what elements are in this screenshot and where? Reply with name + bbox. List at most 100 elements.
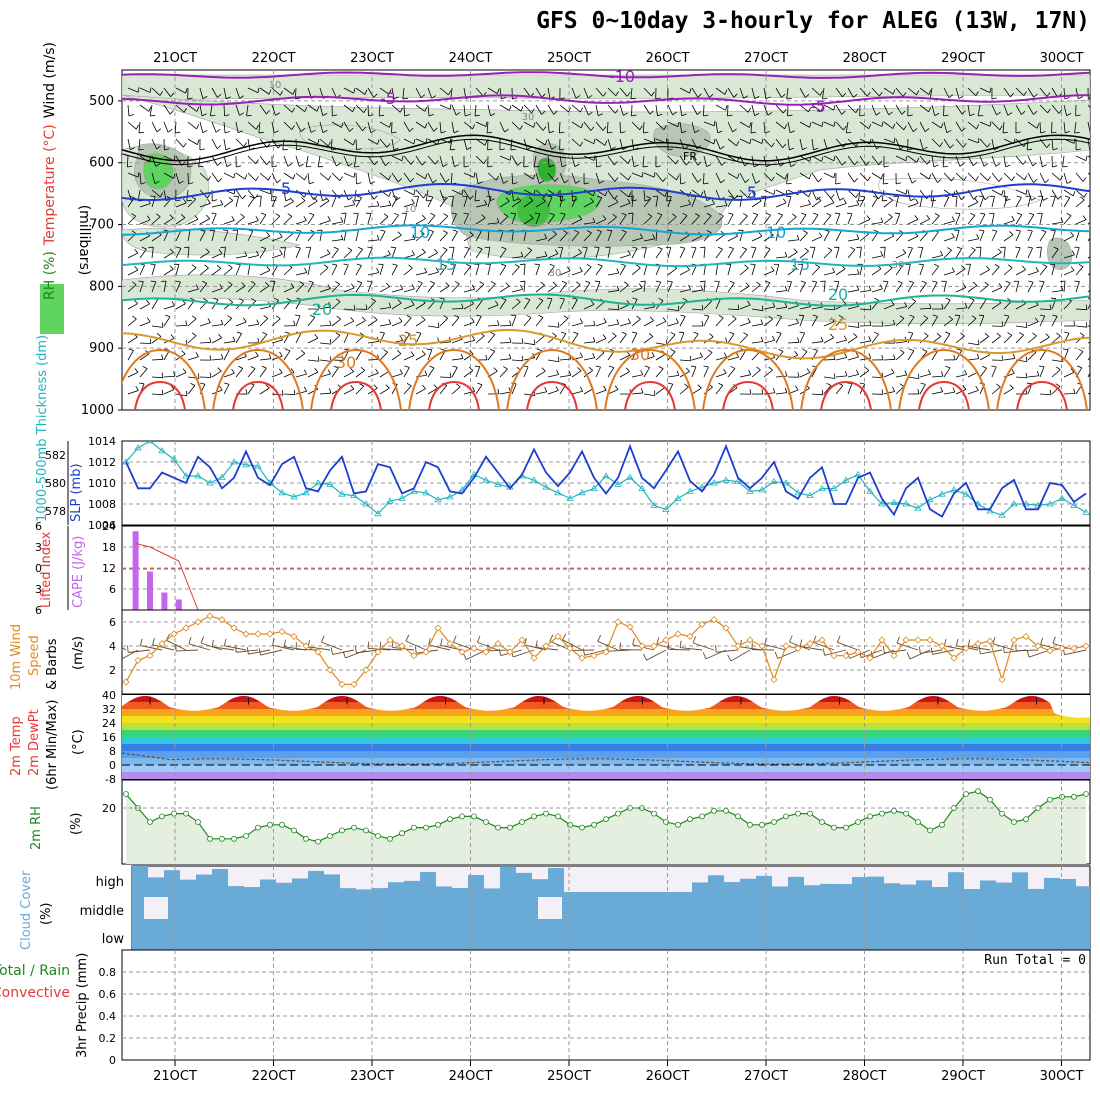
- temp-label-2: 2m DewPt: [27, 709, 42, 776]
- bottom-date-label: 30OCT: [1040, 1069, 1084, 1084]
- thickness-label: 1000-500mb Thickness (dm): [35, 335, 50, 522]
- cloud-high-block: [148, 877, 164, 893]
- pressure-tick-label: 1000: [81, 403, 114, 418]
- rh2m-point: [592, 822, 597, 827]
- cloud-high-block: [740, 879, 756, 893]
- temp-band: [122, 751, 1090, 758]
- rh2m-point: [1072, 794, 1077, 799]
- rh2m-point: [988, 797, 993, 802]
- upper-wind-barb-flag: [979, 196, 984, 197]
- rh2m-point: [580, 825, 585, 830]
- rh2m-point: [784, 814, 789, 819]
- cloud-high-block: [756, 876, 772, 893]
- upper-wind-barb-flag: [1097, 191, 1099, 196]
- rh2m-point: [700, 814, 705, 819]
- rh2m-point: [244, 834, 249, 839]
- cloud-high-block: [788, 877, 804, 893]
- cloud-high-block: [948, 872, 964, 893]
- upper-wind-barb-flag: [558, 322, 559, 327]
- isotherm-label: 15: [436, 255, 456, 274]
- temp-band: [122, 709, 1090, 716]
- isotherm-label: 5: [281, 179, 291, 198]
- cloud-high-block: [1012, 872, 1028, 893]
- ylabel-rh: RH (%): [42, 251, 58, 300]
- wind-label-1: 10m Wind: [9, 624, 24, 690]
- wind-label-3: & Barbs: [45, 638, 60, 690]
- rh2m-point: [208, 836, 213, 841]
- upper-axis-label: (millibars): [76, 205, 92, 276]
- rh2m-point: [616, 811, 621, 816]
- cloud-high-block: [244, 887, 260, 893]
- rh2m-point: [436, 822, 441, 827]
- rh2m-point: [376, 834, 381, 839]
- rh2m-point: [448, 817, 453, 822]
- upper-wind-barb-flag: [1000, 247, 1005, 248]
- temp-band: [122, 723, 1090, 730]
- cloud-high-block: [532, 879, 548, 893]
- pressure-tick-label: 800: [89, 279, 114, 294]
- rh2m-point: [508, 825, 513, 830]
- rh2m-point: [724, 808, 729, 813]
- cloud-high-block: [388, 882, 404, 893]
- temp-tick-label: 40: [102, 689, 116, 702]
- cloud-high-block: [372, 888, 388, 893]
- upper-wind-barb: [728, 309, 739, 310]
- surface-wind-barb-flag: [236, 645, 237, 652]
- rh-contour-label: 30: [549, 268, 562, 279]
- cloud-high-block: [836, 884, 852, 893]
- rh2m-point: [160, 814, 165, 819]
- upper-wind-barb-flag: [448, 196, 453, 197]
- upper-wind-barb-flag: [256, 196, 261, 197]
- rh2m-point: [772, 820, 777, 825]
- rh2m-point: [232, 836, 237, 841]
- rh2m-point: [352, 825, 357, 830]
- wind-label-2: Speed: [27, 635, 42, 676]
- temp-band: [122, 716, 1090, 723]
- upper-wind-barb: [703, 173, 704, 184]
- rh2m-point: [364, 828, 369, 833]
- upper-wind-barb-flag: [1092, 214, 1096, 217]
- top-date-label: 25OCT: [547, 51, 591, 66]
- cape-tick-label: 18: [102, 541, 116, 554]
- cloud-high-block: [548, 868, 564, 893]
- temp-tick-label: 32: [102, 703, 116, 716]
- cloud-high-block: [996, 883, 1012, 893]
- cloud-high-block: [212, 869, 228, 893]
- upper-wind-barb-flag: [1094, 249, 1097, 253]
- upper-wind-barb-flag: [787, 281, 792, 282]
- rh2m-point: [328, 834, 333, 839]
- minmax-marker: I: [641, 696, 644, 707]
- rh2m-point: [472, 814, 477, 819]
- surface-wind-barb-flag: [128, 646, 129, 653]
- pressure-tick-label: 500: [89, 94, 114, 109]
- upper-wind-barb-flag: [198, 373, 199, 378]
- upper-wind-barb: [452, 308, 463, 309]
- slp-tick-label: 1014: [88, 435, 116, 448]
- bottom-date-label: 26OCT: [646, 1069, 690, 1084]
- isotherm-label: 20: [312, 300, 332, 319]
- cloud-high-block: [916, 880, 932, 893]
- cloud-high-block: [932, 887, 948, 893]
- upper-wind-barb-flag: [148, 247, 153, 248]
- cloud-high-block: [180, 880, 196, 893]
- cloud-high-block: [292, 878, 308, 893]
- cloud-high-block: [276, 883, 292, 893]
- cloud-high-block: [516, 873, 532, 893]
- upper-wind-barb-flag: [1092, 282, 1096, 285]
- cape-bar: [147, 572, 153, 611]
- bottom-date-label: 27OCT: [744, 1069, 788, 1084]
- isotherm-label: 5: [747, 183, 757, 202]
- cloud-high-block: [660, 892, 676, 893]
- upper-wind-barb-flag: [1097, 157, 1099, 162]
- cloud-high-block: [900, 885, 916, 893]
- rh2m-point: [460, 814, 465, 819]
- wind-tick-label: 2: [109, 664, 116, 677]
- upper-wind-barb-flag: [1003, 196, 1008, 197]
- upper-wind-barb: [188, 173, 189, 184]
- temp-band: [122, 765, 1090, 772]
